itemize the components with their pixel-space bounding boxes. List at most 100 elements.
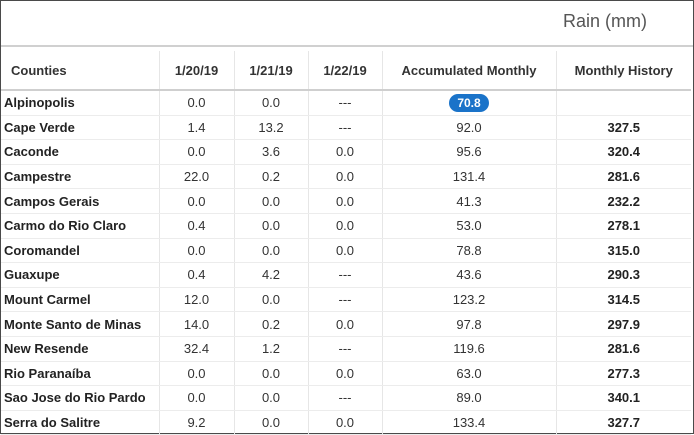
table-row: Sao Jose do Rio Pardo 0.0 0.0 --- 89.0 340.1 — [1, 385, 691, 411]
monthly-history-value: 327.5 — [556, 115, 691, 141]
rain-day-2: 4.2 — [234, 262, 309, 288]
county-name: Sao Jose do Rio Pardo — [1, 385, 160, 411]
accumulated-monthly-value: 92.0 — [382, 115, 557, 141]
header-accumulated-monthly: Accumulated Monthly — [382, 51, 557, 91]
table-row: Guaxupe 0.4 4.2 --- 43.6 290.3 — [1, 262, 691, 288]
rain-day-1: 0.0 — [159, 385, 235, 411]
accumulated-monthly-value: 97.8 — [382, 311, 557, 337]
rain-day-2: 0.0 — [234, 90, 309, 116]
rain-day-2: 0.0 — [234, 410, 309, 435]
accumulated-monthly-value: 133.4 — [382, 410, 557, 435]
header-counties: Counties — [1, 51, 160, 91]
monthly-history-value: 297.9 — [556, 311, 691, 337]
accumulated-monthly-value: 95.6 — [382, 139, 557, 165]
monthly-history-value: 281.6 — [556, 336, 691, 362]
monthly-history-value: 232.2 — [556, 188, 691, 214]
rain-day-1: 32.4 — [159, 336, 235, 362]
rain-day-3: --- — [308, 115, 383, 141]
county-name: Alpinopolis — [1, 90, 160, 116]
county-name: Monte Santo de Minas — [1, 311, 160, 337]
accumulated-monthly-value: 41.3 — [382, 188, 557, 214]
table-row: Rio Paranaíba 0.0 0.0 0.0 63.0 277.3 — [1, 361, 691, 387]
accumulated-monthly-value: 131.4 — [382, 164, 557, 190]
rain-day-3: 0.0 — [308, 213, 383, 239]
rain-day-2: 3.6 — [234, 139, 309, 165]
table-body: Alpinopolis 0.0 0.0 --- 70.8 Cape Verde 1.4 13.… — [1, 90, 691, 435]
table-row: Mount Carmel 12.0 0.0 --- 123.2 314.5 — [1, 287, 691, 313]
rain-day-3: 0.0 — [308, 410, 383, 435]
rain-day-3: 0.0 — [308, 188, 383, 214]
county-name: Guaxupe — [1, 262, 160, 288]
monthly-history-value: 277.3 — [556, 361, 691, 387]
header-monthly-history: Monthly History — [556, 51, 691, 91]
rain-day-3: --- — [308, 262, 383, 288]
rain-day-3: --- — [308, 385, 383, 411]
county-name: Campos Gerais — [1, 188, 160, 214]
rain-day-2: 0.0 — [234, 385, 309, 411]
county-name: Coromandel — [1, 238, 160, 264]
rain-day-2: 0.0 — [234, 287, 309, 313]
rain-day-1: 0.0 — [159, 90, 235, 116]
rain-day-3: 0.0 — [308, 164, 383, 190]
county-name: Campestre — [1, 164, 160, 190]
table-row: Caconde 0.0 3.6 0.0 95.6 320.4 — [1, 139, 691, 165]
monthly-history-value — [556, 90, 691, 116]
monthly-history-value: 314.5 — [556, 287, 691, 313]
table-row: New Resende 32.4 1.2 --- 119.6 281.6 — [1, 336, 691, 362]
table-header-row: Counties 1/20/19 1/21/19 1/22/19 Accumul… — [1, 51, 691, 91]
rain-table: Counties 1/20/19 1/21/19 1/22/19 Accumul… — [1, 51, 691, 435]
monthly-history-value: 327.7 — [556, 410, 691, 435]
table-row: Alpinopolis 0.0 0.0 --- 70.8 — [1, 90, 691, 116]
rain-day-3: 0.0 — [308, 238, 383, 264]
accumulated-monthly-cell: 70.8 — [382, 90, 557, 116]
table-row: Carmo do Rio Claro 0.4 0.0 0.0 53.0 278.1 — [1, 213, 691, 239]
accumulated-monthly-value: 123.2 — [382, 287, 557, 313]
table-row: Serra do Salitre 9.2 0.0 0.0 133.4 327.7 — [1, 410, 691, 435]
accumulated-monthly-value: 78.8 — [382, 238, 557, 264]
rain-day-2: 1.2 — [234, 336, 309, 362]
panel-header: Rain (mm) — [1, 1, 693, 47]
monthly-history-value: 315.0 — [556, 238, 691, 264]
county-name: Rio Paranaíba — [1, 361, 160, 387]
rain-day-2: 0.2 — [234, 164, 309, 190]
table-row: Coromandel 0.0 0.0 0.0 78.8 315.0 — [1, 238, 691, 264]
county-name: Caconde — [1, 139, 160, 165]
rain-day-3: --- — [308, 287, 383, 313]
county-name: New Resende — [1, 336, 160, 362]
table-row: Campestre 22.0 0.2 0.0 131.4 281.6 — [1, 164, 691, 190]
rain-day-1: 14.0 — [159, 311, 235, 337]
county-name: Serra do Salitre — [1, 410, 160, 435]
rain-day-1: 0.0 — [159, 238, 235, 264]
table-row: Cape Verde 1.4 13.2 --- 92.0 327.5 — [1, 115, 691, 141]
rain-day-1: 0.0 — [159, 361, 235, 387]
accumulated-monthly-value: 119.6 — [382, 336, 557, 362]
monthly-history-value: 290.3 — [556, 262, 691, 288]
monthly-history-value: 340.1 — [556, 385, 691, 411]
accumulated-monthly-value: 43.6 — [382, 262, 557, 288]
monthly-history-value: 281.6 — [556, 164, 691, 190]
rain-day-1: 0.0 — [159, 139, 235, 165]
panel-title: Rain (mm) — [563, 11, 647, 31]
rain-day-2: 0.2 — [234, 311, 309, 337]
rain-day-2: 0.0 — [234, 213, 309, 239]
rain-day-1: 22.0 — [159, 164, 235, 190]
table-row: Campos Gerais 0.0 0.0 0.0 41.3 232.2 — [1, 188, 691, 214]
county-name: Mount Carmel — [1, 287, 160, 313]
rain-day-3: 0.0 — [308, 139, 383, 165]
rain-day-1: 0.0 — [159, 188, 235, 214]
county-name: Carmo do Rio Claro — [1, 213, 160, 239]
header-date-2: 1/21/19 — [234, 51, 309, 91]
rain-day-3: 0.0 — [308, 311, 383, 337]
rain-day-2: 0.0 — [234, 361, 309, 387]
rain-day-1: 0.4 — [159, 213, 235, 239]
rain-day-2: 0.0 — [234, 188, 309, 214]
table-row: Monte Santo de Minas 14.0 0.2 0.0 97.8 297.9 — [1, 311, 691, 337]
monthly-history-value: 278.1 — [556, 213, 691, 239]
highlight-badge: 70.8 — [449, 93, 489, 112]
accumulated-monthly-value: 53.0 — [382, 213, 557, 239]
rain-day-3: 0.0 — [308, 361, 383, 387]
rain-day-2: 13.2 — [234, 115, 309, 141]
monthly-history-value: 320.4 — [556, 139, 691, 165]
header-date-1: 1/20/19 — [159, 51, 235, 91]
